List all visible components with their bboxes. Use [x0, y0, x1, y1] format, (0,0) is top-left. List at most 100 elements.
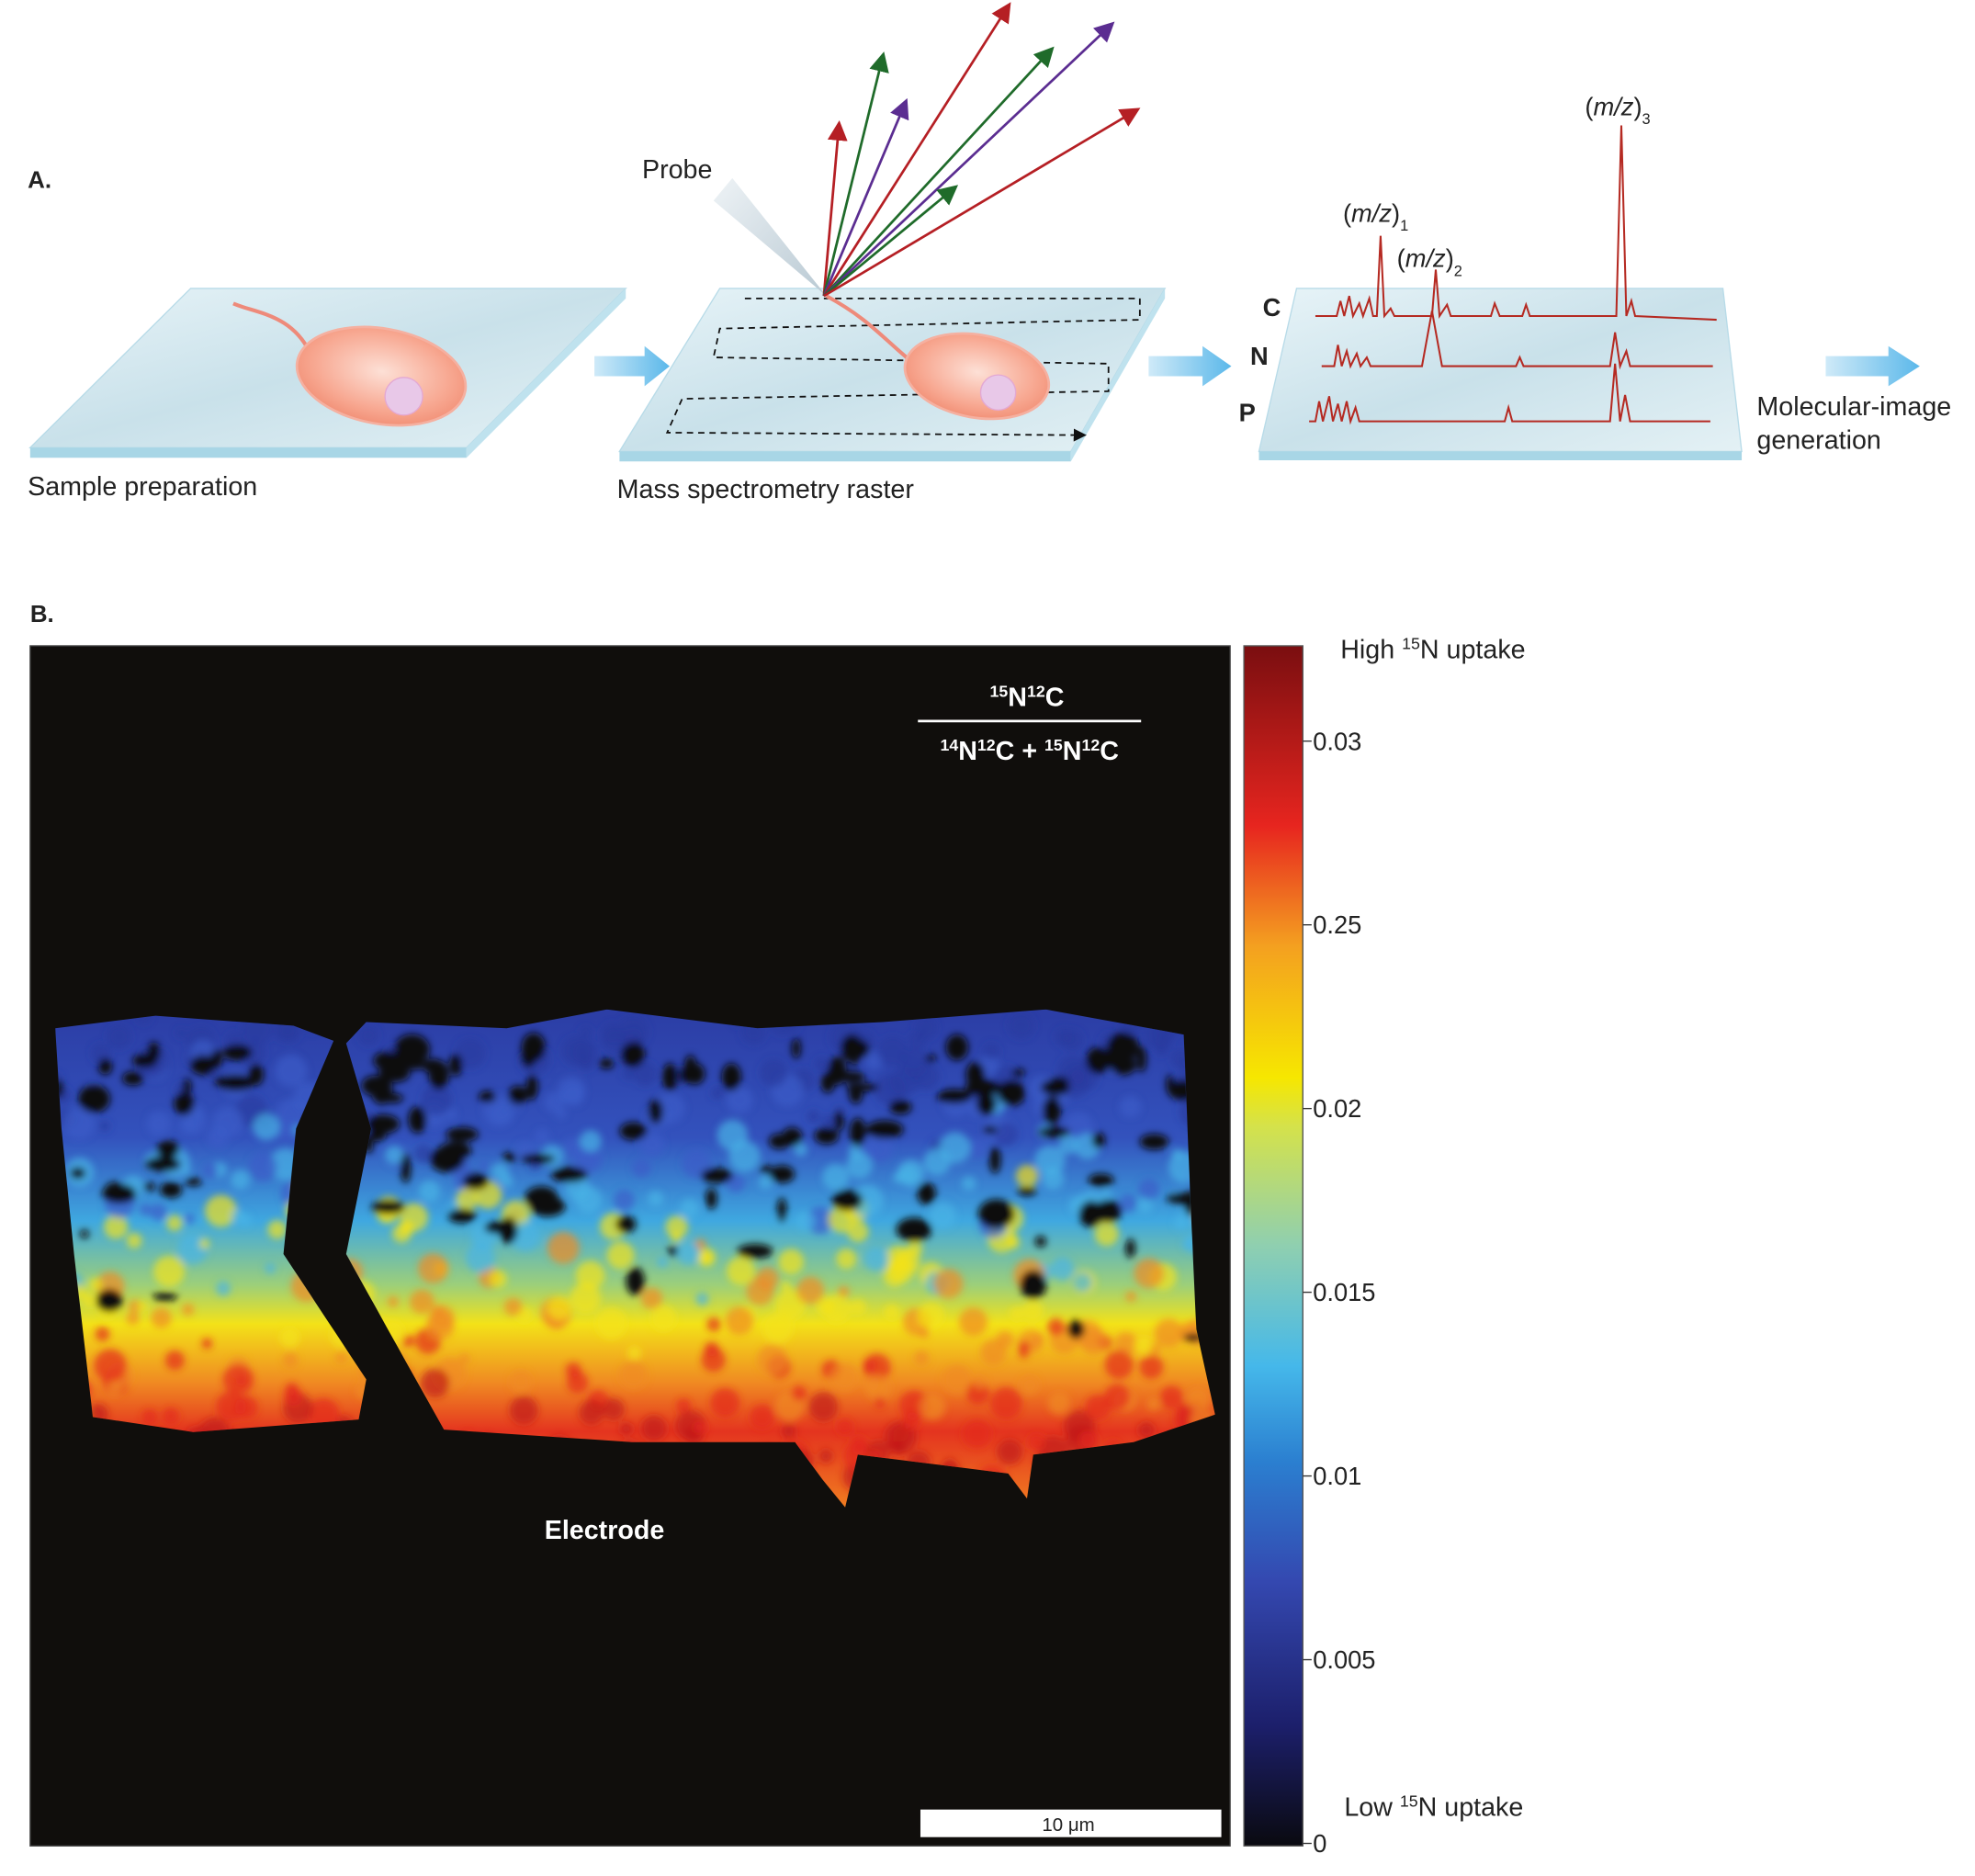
hole [447, 1208, 477, 1224]
blob [107, 1382, 122, 1396]
blob [1114, 1332, 1138, 1356]
blob [580, 1130, 602, 1152]
hole [378, 1063, 411, 1082]
row-label: C [1263, 293, 1281, 322]
blob [201, 1338, 213, 1350]
hole [217, 1074, 254, 1091]
peak-label: (m/z)2 [1397, 244, 1462, 280]
blob [421, 1084, 452, 1115]
hole [70, 1167, 86, 1180]
blob [822, 1163, 850, 1191]
ion-rays [822, 2, 1141, 298]
blob [198, 1238, 210, 1249]
hole [849, 1118, 866, 1147]
hole [1034, 1236, 1046, 1248]
blob [695, 1292, 709, 1306]
hole [525, 1186, 559, 1211]
blob [1138, 1421, 1155, 1439]
hole [701, 1168, 733, 1183]
blob [807, 1110, 820, 1124]
colorbar-tick-label: 0.015 [1313, 1278, 1375, 1306]
hole [79, 1229, 89, 1238]
blob [1020, 1375, 1040, 1396]
scale-bar [920, 1809, 1222, 1837]
blob [1050, 1257, 1075, 1281]
blob [815, 1296, 835, 1317]
hole [1011, 1068, 1025, 1078]
blob [710, 1387, 740, 1418]
blob [544, 1091, 565, 1113]
panel-label: B. [30, 602, 54, 627]
blob [704, 1341, 719, 1357]
blob [997, 1439, 1022, 1465]
slide [1258, 288, 1743, 460]
blob [836, 1249, 857, 1270]
blob [204, 1194, 237, 1227]
blob [1100, 1188, 1112, 1200]
blob [830, 1363, 859, 1392]
blob [626, 1345, 642, 1361]
blob [99, 1121, 110, 1132]
hole [1139, 1134, 1169, 1150]
blob [182, 1303, 195, 1317]
slide [618, 177, 1167, 462]
blob [557, 1077, 586, 1105]
blob [863, 1246, 889, 1271]
blob [863, 1359, 876, 1372]
blob [1094, 1221, 1119, 1247]
hole [526, 1074, 538, 1101]
hole [776, 1197, 787, 1224]
hole [408, 1106, 427, 1134]
blob [141, 1408, 158, 1426]
blob [746, 1277, 774, 1305]
row-label: N [1250, 342, 1269, 370]
blob [150, 1204, 167, 1221]
hole [1078, 1201, 1103, 1227]
blob [175, 1028, 186, 1039]
blob [465, 1242, 496, 1273]
blob [510, 1221, 541, 1252]
blob [400, 1203, 429, 1232]
hole [1086, 1046, 1111, 1074]
text-run: N [958, 737, 977, 766]
blob [594, 1307, 627, 1340]
blob [794, 1142, 807, 1157]
superscript: 14 [940, 736, 958, 754]
blob [920, 1394, 946, 1420]
blob [137, 1301, 148, 1312]
text-run: N uptake [1420, 636, 1526, 665]
colorbar-tick-label: 0 [1313, 1829, 1326, 1858]
blob [1159, 1385, 1183, 1409]
hole [983, 1125, 998, 1135]
blob [914, 1350, 930, 1366]
hole [649, 1099, 663, 1124]
blob [1139, 1354, 1164, 1379]
hole [122, 1071, 144, 1086]
flow-arrow [1825, 345, 1920, 387]
blob [444, 1108, 457, 1121]
blob [1134, 1336, 1154, 1355]
blob [849, 1298, 866, 1317]
blob [865, 1375, 892, 1402]
blob [164, 1350, 185, 1371]
hole [945, 1034, 968, 1061]
blob [580, 1026, 592, 1038]
blob [750, 1404, 775, 1430]
blob [1136, 1196, 1153, 1213]
hole [997, 1079, 1026, 1106]
blob [178, 1163, 191, 1177]
blob [965, 1381, 990, 1406]
hole [98, 1057, 112, 1075]
blob [489, 1270, 508, 1288]
blob [983, 1043, 999, 1060]
step-label: Sample preparation [28, 472, 257, 502]
hole [132, 1053, 158, 1068]
blob [725, 1306, 754, 1336]
hole [174, 1092, 195, 1115]
blob [851, 1437, 868, 1455]
blob [1006, 1235, 1021, 1249]
hole [1038, 1126, 1070, 1138]
blob [458, 1353, 470, 1364]
blob [253, 1113, 280, 1141]
blob [555, 1107, 567, 1119]
